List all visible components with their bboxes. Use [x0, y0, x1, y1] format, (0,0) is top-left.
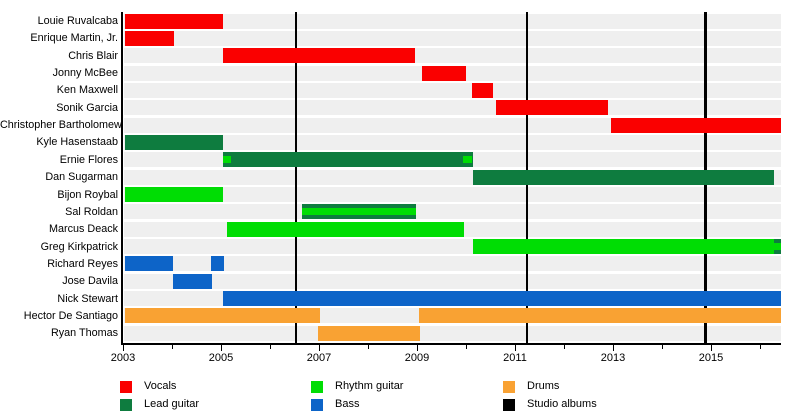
legend-swatch-studio_albums [503, 399, 515, 411]
tenure-bar-vocals [611, 117, 782, 133]
member-label: Hector De Santiago [23, 309, 118, 322]
member-row-stripe [123, 204, 782, 220]
tenure-bar-bass [223, 291, 782, 307]
tenure-bar-vocals [471, 82, 494, 98]
member-label: Ken Maxwell [56, 84, 118, 97]
axis-year-label: 2013 [600, 352, 626, 365]
axis-tick [760, 345, 762, 350]
member-label: Sal Roldan [65, 205, 118, 218]
legend-swatch-rhythm_guitar [311, 381, 323, 393]
member-label: Kyle Hasenstaab [36, 136, 118, 149]
tenure-bar-rhythm_guitar [773, 243, 782, 251]
legend-swatch-lead_guitar [120, 399, 132, 411]
tenure-bar-lead_guitar [125, 134, 224, 150]
tenure-bar-rhythm_guitar [473, 239, 774, 255]
tenure-bar-bass [172, 273, 212, 289]
tenure-bar-rhythm_guitar [223, 156, 231, 164]
axis-tick [270, 345, 272, 350]
axis-tick [221, 345, 223, 352]
member-row-stripe [123, 30, 782, 46]
member-label: Marcus Deack [49, 223, 118, 236]
member-label: Louie Ruvalcaba [37, 15, 118, 27]
axis-year-label: 2003 [110, 352, 136, 365]
axis-tick [662, 345, 664, 350]
tenure-bar-vocals [496, 100, 609, 116]
tenure-bar-rhythm_guitar [226, 221, 464, 237]
member-label: Chris Blair [68, 49, 118, 62]
tenure-bar-drums [419, 308, 782, 324]
member-label: Sonik Garcia [56, 101, 118, 114]
tenure-bar-drums [318, 325, 420, 341]
axis-year-label: 2007 [306, 352, 332, 365]
member-label: Christopher Bartholomew [0, 119, 122, 132]
legend-label-rhythm_guitar: Rhythm guitar [335, 380, 404, 392]
axis-year-label: 2009 [404, 352, 430, 365]
tenure-bar-rhythm_guitar [301, 208, 416, 216]
tenure-bar-drums [125, 308, 321, 324]
member-label: Nick Stewart [57, 292, 118, 305]
axis-tick [466, 345, 468, 350]
axis-year-label: 2005 [208, 352, 234, 365]
axis-tick [711, 345, 713, 352]
tenure-bar-vocals [223, 48, 415, 64]
member-row-stripe [123, 187, 782, 202]
legend-swatch-drums [503, 381, 515, 393]
tenure-bar-bass [125, 256, 173, 272]
member-row-stripe [123, 273, 782, 289]
axis-tick [564, 345, 566, 350]
legend-label-studio_albums: Studio albums [527, 398, 597, 410]
member-label: Enrique Martin, Jr. [30, 32, 118, 45]
legend-swatch-vocals [120, 381, 132, 393]
member-label: Dan Sugarman [45, 171, 118, 184]
member-label: Ryan Thomas [50, 327, 118, 340]
member-row-stripe [123, 48, 782, 64]
tenure-bar-bass [210, 256, 224, 272]
tenure-bar-rhythm_guitar [125, 187, 224, 202]
legend-label-drums: Drums [527, 380, 560, 392]
axis-tick [515, 345, 517, 352]
member-row-stripe [123, 13, 782, 29]
legend-label-vocals: Vocals [144, 380, 177, 392]
tenure-bar-vocals [125, 30, 175, 46]
member-label: Jose Davila [62, 275, 118, 288]
member-row-stripe [123, 100, 782, 116]
member-label: Ernie Flores [59, 153, 118, 166]
studio-album-line [294, 12, 298, 344]
member-row-stripe [123, 134, 782, 150]
tenure-bar-vocals [421, 65, 466, 81]
axis-year-label: 2015 [698, 352, 724, 365]
axis-tick [319, 345, 321, 352]
tenure-bar-rhythm_guitar [462, 156, 473, 164]
x-axis-line [121, 343, 782, 346]
y-axis-line [121, 12, 123, 344]
member-row-stripe [123, 82, 782, 98]
axis-tick [613, 345, 615, 352]
axis-tick [123, 345, 125, 352]
legend-label-lead_guitar: Lead guitar [144, 398, 200, 410]
member-row-stripe [123, 325, 782, 341]
tenure-bar-lead_guitar [223, 152, 474, 168]
member-label: Greg Kirkpatrick [40, 240, 118, 253]
axis-tick [368, 345, 370, 350]
member-label: Bijon Roybal [57, 188, 118, 201]
legend-swatch-bass [311, 399, 323, 411]
tenure-bar-lead_guitar [473, 169, 774, 185]
axis-tick [417, 345, 419, 352]
axis-tick [172, 345, 174, 350]
legend-label-bass: Bass [335, 398, 360, 410]
member-label: Richard Reyes [47, 257, 118, 270]
tenure-bar-vocals [125, 13, 224, 29]
axis-year-label: 2011 [503, 352, 527, 365]
member-row-stripe [123, 256, 782, 272]
member-label: Jonny McBee [52, 67, 118, 80]
